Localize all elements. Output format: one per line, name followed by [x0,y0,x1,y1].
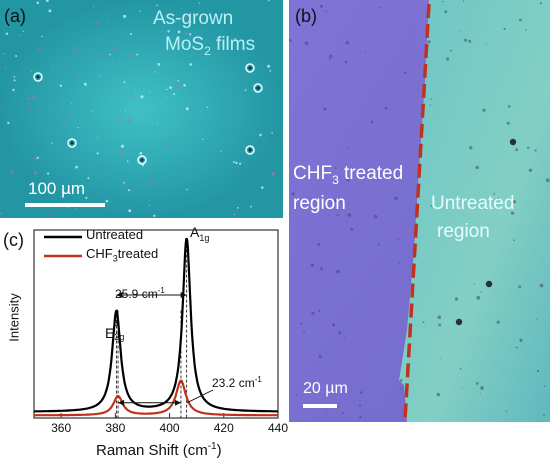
series-line-untreated [34,237,278,413]
plot-frame [33,229,279,419]
as-grown-film-image [0,0,283,218]
scale-bar-a [25,203,105,207]
untreated-region-line2: region [437,221,490,242]
raman-spectrum-plot: 360 380 400 420 440 [33,229,288,435]
panel-c-raman-chart: 360 380 400 420 440 (c) Untreated CHF3treate… [0,222,289,464]
scale-bar-label-b: 20 µm [303,380,348,397]
legend-label-treated: CHF3treated [86,246,159,264]
as-grown-title-line2: MoS2 films [165,34,256,58]
panel-a-label: (a) [4,6,26,26]
peak-label-a1g: A1g [190,224,210,243]
scale-bar-label-a: 100 µm [28,179,86,198]
panel-b-micrograph: (b) CHF3 treated region Untreated region… [289,0,550,422]
x-tick-label: 360 [51,421,71,435]
panel-a-micrograph: (a) As-grown MoS2 films 100 µm [0,0,283,218]
delta-label-untreated: 25.9 cm-1 [115,286,165,301]
x-tick-label: 380 [105,421,125,435]
treated-region-line2: region [293,193,346,214]
as-grown-title-line1: As-grown [153,8,234,29]
panel-b-label: (b) [295,6,317,26]
x-tick-label: 400 [160,421,180,435]
x-tick-label: 420 [214,421,234,435]
delta-label-treated: 23.2 cm-1 [212,375,262,390]
untreated-region-line1: Untreated [431,193,515,214]
scale-bar-b [303,404,337,408]
treated-region-line1: CHF3 treated [293,163,404,187]
x-axis-label: Raman Shift (cm-1) [96,441,222,459]
series-line-treated [34,379,278,417]
boundary-dashed-line [403,3,431,421]
delta-leader-treated [186,389,214,404]
panel-c-label: (c) [3,230,24,250]
y-axis-label: Intensity [6,293,22,342]
peak-label-e2g: E 1 2g [105,318,125,342]
x-tick-label: 440 [268,421,288,435]
treated-untreated-image [289,0,550,422]
legend-label-untreated: Untreated [86,227,144,242]
